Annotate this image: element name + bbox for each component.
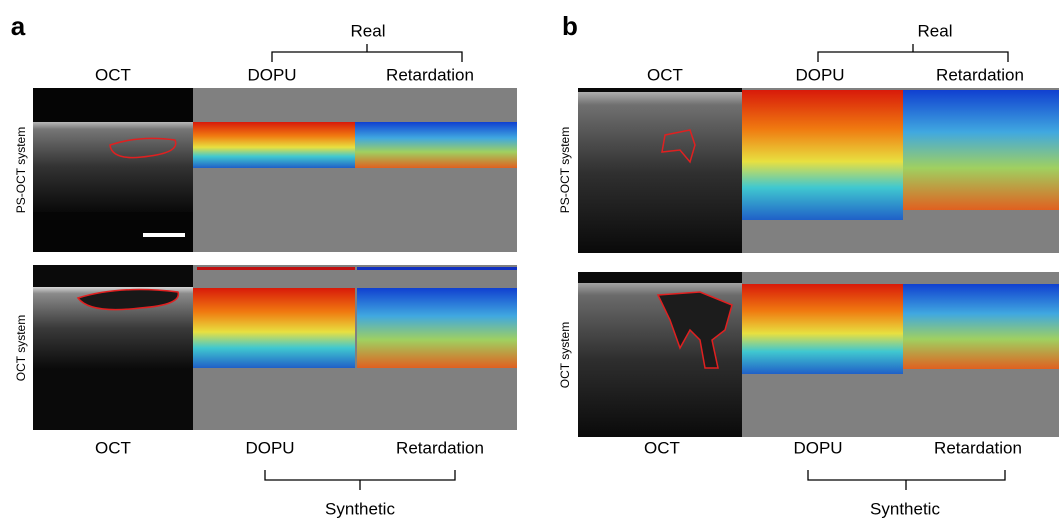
column-header: Retardation — [396, 438, 484, 457]
column-header: DOPU — [247, 65, 296, 84]
roi-outline — [76, 288, 180, 311]
column-header: DOPU — [793, 438, 842, 457]
row-label: OCT system — [14, 315, 28, 381]
brace — [807, 470, 1006, 490]
column-header: DOPU — [245, 438, 294, 457]
dopu-map — [742, 284, 903, 374]
row-label: OCT system — [558, 322, 572, 388]
group-label: Real — [351, 21, 386, 40]
column-header: Retardation — [934, 438, 1022, 457]
retardation-map — [903, 90, 1059, 210]
roi-outline — [661, 129, 696, 164]
retardation-map — [355, 122, 517, 168]
column-header: OCT — [95, 65, 131, 84]
column-header: DOPU — [795, 65, 844, 84]
dopu-map — [742, 90, 903, 220]
retardation-map — [903, 284, 1059, 369]
column-header: OCT — [647, 65, 683, 84]
row-label: PS-OCT system — [14, 127, 28, 213]
panel-label: b — [562, 11, 578, 41]
group-label: Real — [918, 21, 953, 40]
row-label: PS-OCT system — [558, 127, 572, 213]
panel-a: a Real OCT DOPU Retardation PS-OCT syste… — [11, 11, 517, 518]
brace — [264, 470, 456, 490]
roi-outline — [109, 137, 177, 159]
retardation-image — [355, 88, 517, 252]
retardation-map — [357, 288, 517, 368]
column-header: OCT — [95, 438, 131, 457]
dopu-image — [193, 88, 355, 252]
edge — [197, 267, 355, 270]
panel-label: a — [11, 11, 26, 41]
group-label: Synthetic — [325, 499, 395, 518]
edge — [357, 267, 517, 270]
column-header: Retardation — [386, 65, 474, 84]
brace — [817, 44, 1009, 62]
column-header: OCT — [644, 438, 680, 457]
tissue — [33, 122, 193, 212]
brace — [271, 44, 463, 62]
roi-outline — [656, 291, 733, 369]
dopu-map — [193, 122, 355, 168]
group-label: Synthetic — [870, 499, 940, 518]
tissue — [578, 92, 742, 253]
column-header: Retardation — [936, 65, 1024, 84]
panel-b: b Real OCT DOPU Retardation PS-OCT syste… — [558, 11, 1059, 518]
dopu-map — [193, 288, 355, 368]
